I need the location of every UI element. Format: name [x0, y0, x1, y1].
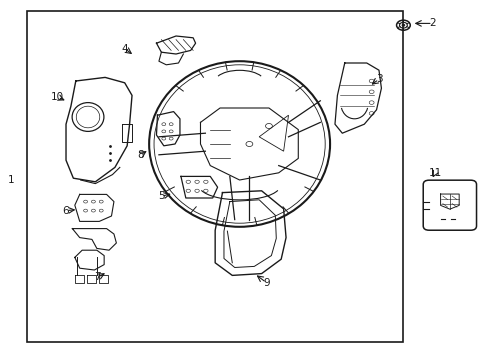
Text: 11: 11: [427, 168, 441, 178]
Text: 4: 4: [121, 44, 128, 54]
Bar: [27, 11, 403, 342]
Text: 9: 9: [263, 278, 269, 288]
Text: 7: 7: [94, 272, 101, 282]
Text: 1: 1: [7, 175, 14, 185]
Text: 8: 8: [137, 150, 144, 160]
Text: 10: 10: [51, 92, 64, 102]
Ellipse shape: [401, 24, 404, 26]
Text: 6: 6: [62, 206, 69, 216]
Text: 5: 5: [158, 191, 164, 201]
Text: 2: 2: [428, 18, 435, 28]
Text: 3: 3: [375, 74, 382, 84]
